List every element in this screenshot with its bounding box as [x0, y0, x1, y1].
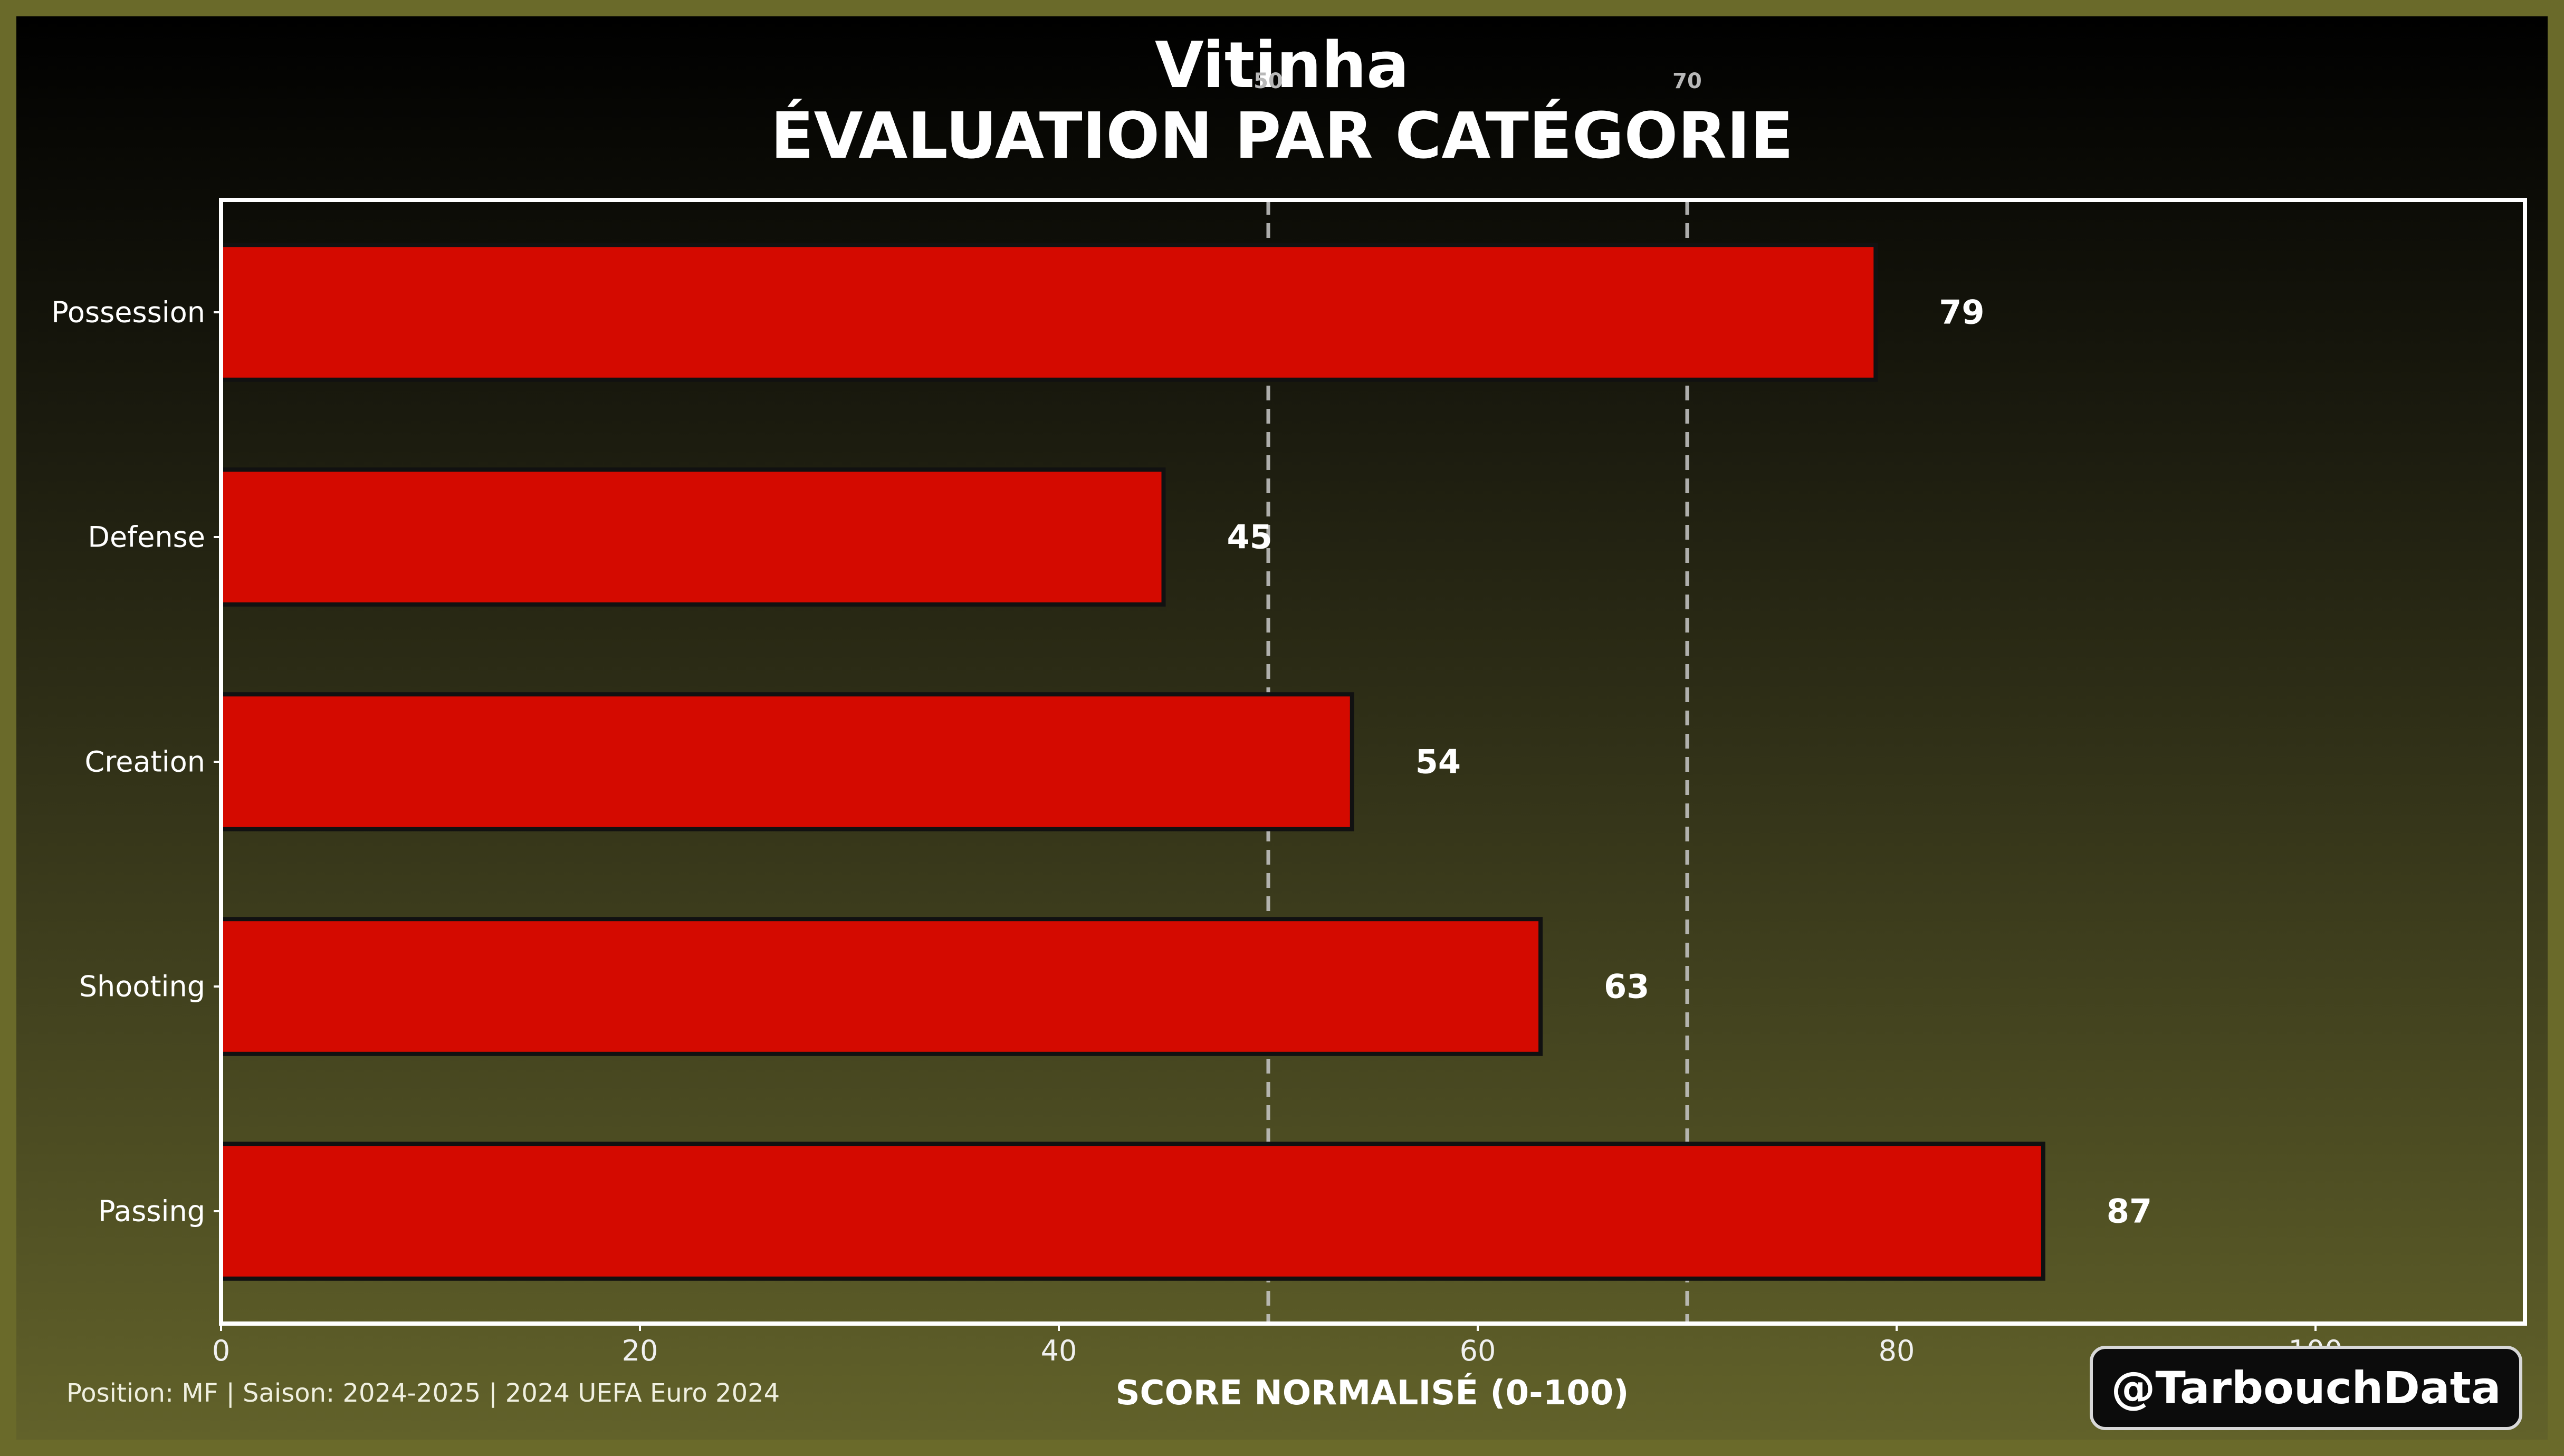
bar-defense	[219, 467, 1166, 607]
chart-title: ÉVALUATION PAR CATÉGORIE	[770, 100, 1794, 173]
data-label-passing: 87	[2107, 1192, 2152, 1231]
bar-creation	[219, 692, 1354, 831]
reference-label-70: 70	[1672, 69, 1702, 93]
x-tick-label-20: 20	[622, 1334, 658, 1367]
player-name: Vitinha	[1154, 29, 1410, 102]
data-label-defense: 45	[1227, 518, 1273, 557]
x-tick-label-40: 40	[1041, 1334, 1077, 1367]
y-tick-label-possession: Possession	[51, 296, 205, 329]
y-tick-label-shooting: Shooting	[79, 970, 205, 1003]
x-axis-label: SCORE NORMALISÉ (0-100)	[1115, 1374, 1629, 1413]
bar-shooting	[219, 917, 1543, 1056]
chart-frame: Vitinha ÉVALUATION PAR CATÉGORIE 50 70 79 P…	[16, 16, 2548, 1440]
bar-passing	[219, 1142, 2045, 1281]
x-tick-label-60: 60	[1460, 1334, 1496, 1367]
y-tick-label-passing: Passing	[98, 1195, 205, 1228]
x-tick-label-0: 0	[212, 1334, 230, 1367]
data-label-creation: 54	[1415, 743, 1461, 781]
reference-label-50: 50	[1254, 69, 1283, 93]
y-tick-label-creation: Creation	[85, 745, 205, 779]
watermark-handle: @TarbouchData	[2090, 1346, 2522, 1430]
bar-possession	[219, 243, 1878, 382]
plot-area-border	[219, 198, 2527, 1326]
data-label-shooting: 63	[1604, 968, 1649, 1006]
bar-chart: 50 70 79 Possession 45 Defense 54 Creation 63 Sho…	[51, 69, 2527, 1367]
x-tick-label-80: 80	[1879, 1334, 1915, 1367]
footer-info: Position: MF | Saison: 2024-2025 | 2024 …	[66, 1378, 780, 1408]
y-tick-label-defense: Defense	[88, 521, 205, 554]
data-label-possession: 79	[1939, 293, 1984, 332]
